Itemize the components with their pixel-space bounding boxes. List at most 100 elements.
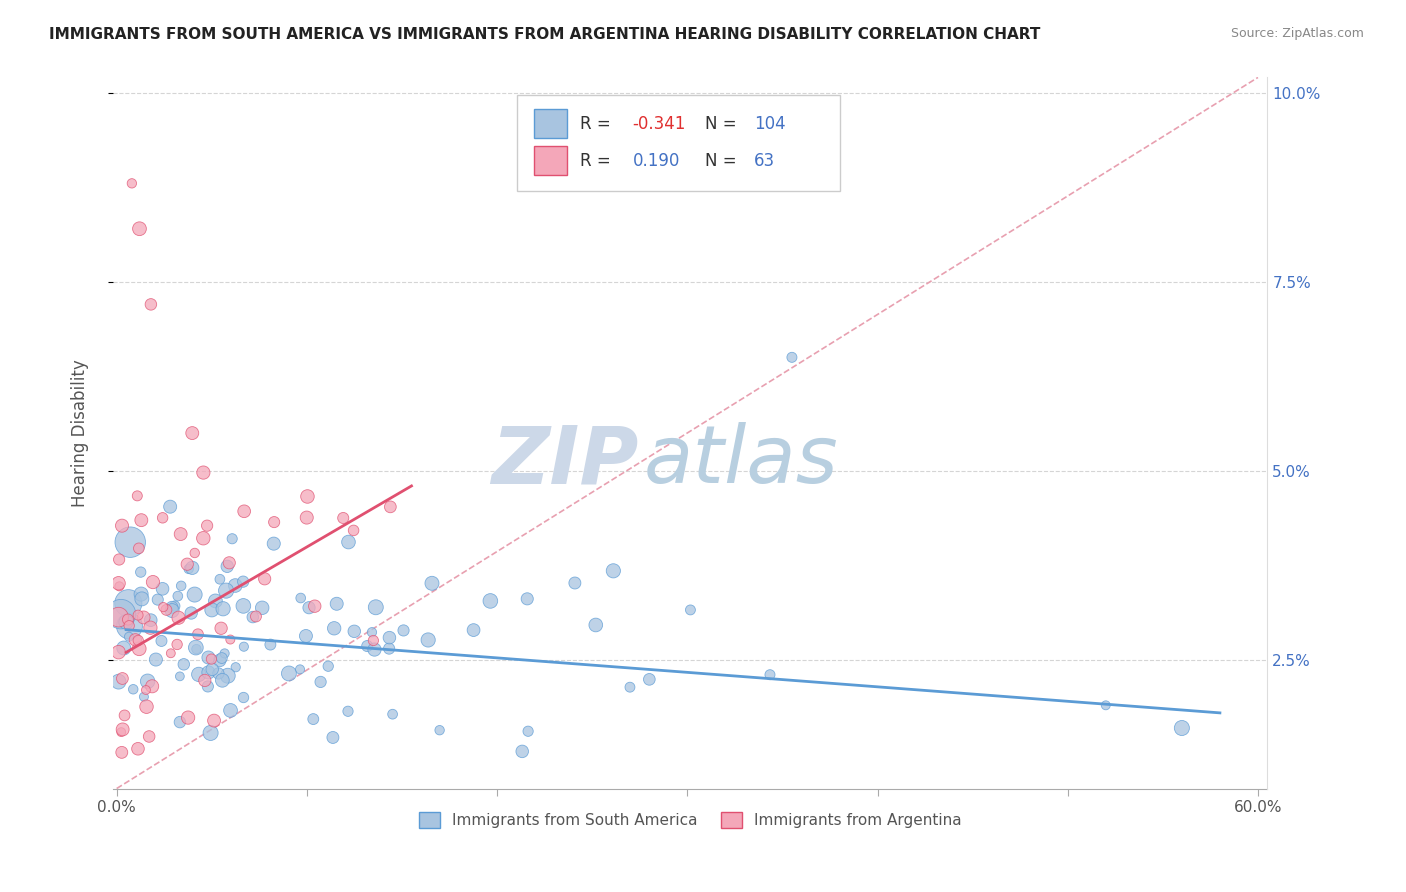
Point xyxy=(118,619,141,633)
Point xyxy=(429,723,451,738)
Point xyxy=(132,690,155,704)
Point xyxy=(463,623,485,637)
Point xyxy=(197,650,219,665)
Point xyxy=(309,674,332,689)
Point xyxy=(110,607,132,621)
Point xyxy=(139,613,162,627)
Point xyxy=(253,572,276,586)
Point xyxy=(197,665,219,680)
Point xyxy=(176,558,198,572)
FancyBboxPatch shape xyxy=(517,95,841,191)
Point xyxy=(115,615,138,629)
Point xyxy=(145,652,167,666)
Point xyxy=(127,608,149,623)
Point xyxy=(242,610,264,624)
Point xyxy=(342,524,364,538)
Point xyxy=(160,600,183,615)
Point xyxy=(107,610,129,624)
Point xyxy=(201,603,224,617)
Point xyxy=(378,631,401,645)
Point xyxy=(132,610,155,624)
Point xyxy=(112,640,135,655)
Point xyxy=(111,672,134,686)
Point xyxy=(364,600,387,615)
Point xyxy=(127,633,149,648)
Point xyxy=(121,177,143,191)
Point xyxy=(170,579,193,593)
Point xyxy=(186,642,208,657)
Text: N =: N = xyxy=(706,115,742,133)
Point xyxy=(418,632,440,647)
Point xyxy=(152,582,174,596)
Point xyxy=(211,673,233,688)
Point xyxy=(204,594,226,608)
Point xyxy=(184,640,207,655)
Legend: Immigrants from South America, Immigrants from Argentina: Immigrants from South America, Immigrant… xyxy=(412,806,967,834)
Point xyxy=(150,634,173,648)
Point xyxy=(118,630,141,644)
Point xyxy=(166,637,188,651)
Point xyxy=(135,683,157,698)
Point xyxy=(122,682,145,697)
Point xyxy=(193,531,215,545)
Point xyxy=(316,659,339,673)
Text: 63: 63 xyxy=(754,152,775,169)
Text: 104: 104 xyxy=(754,115,786,133)
Point xyxy=(259,638,281,652)
Y-axis label: Hearing Disability: Hearing Disability xyxy=(72,359,89,507)
FancyBboxPatch shape xyxy=(534,110,567,138)
Text: 0.190: 0.190 xyxy=(633,152,681,169)
Point xyxy=(378,641,401,656)
Point xyxy=(138,730,160,744)
Point xyxy=(363,633,385,648)
Point xyxy=(111,745,134,759)
Point xyxy=(232,690,254,705)
Point xyxy=(325,597,347,611)
Point xyxy=(128,541,150,556)
Point xyxy=(128,641,150,656)
Point xyxy=(218,556,240,570)
Point xyxy=(195,518,218,533)
Text: -0.341: -0.341 xyxy=(633,115,686,133)
Point xyxy=(233,504,256,518)
Point xyxy=(295,629,318,643)
Point xyxy=(211,651,233,665)
Point xyxy=(479,594,502,608)
Point xyxy=(759,667,782,681)
Point xyxy=(166,589,188,603)
Point xyxy=(219,703,242,717)
Point xyxy=(295,510,318,524)
Point xyxy=(197,680,219,694)
Point xyxy=(139,297,162,311)
Point xyxy=(163,599,186,613)
Point xyxy=(167,611,190,625)
Point xyxy=(127,489,149,503)
Point xyxy=(152,600,174,615)
Point xyxy=(290,591,312,605)
Point xyxy=(619,680,641,694)
Point xyxy=(217,669,239,683)
Text: N =: N = xyxy=(706,152,742,169)
Point xyxy=(160,604,183,618)
Point xyxy=(114,708,136,723)
Point xyxy=(177,710,200,724)
Point xyxy=(131,591,153,606)
Point xyxy=(215,583,238,598)
Point xyxy=(219,632,242,647)
Point xyxy=(517,724,540,739)
Point xyxy=(131,513,153,527)
Point xyxy=(136,674,159,689)
Point xyxy=(245,609,267,624)
Point xyxy=(217,559,239,574)
Point xyxy=(180,606,202,620)
Point xyxy=(107,645,129,659)
Point xyxy=(187,627,209,641)
Point xyxy=(177,562,200,576)
Point xyxy=(221,532,243,546)
Point xyxy=(225,660,247,674)
Point xyxy=(232,574,254,589)
Point xyxy=(232,640,254,654)
Point xyxy=(602,564,624,578)
Point xyxy=(146,592,169,607)
Point xyxy=(193,466,215,480)
